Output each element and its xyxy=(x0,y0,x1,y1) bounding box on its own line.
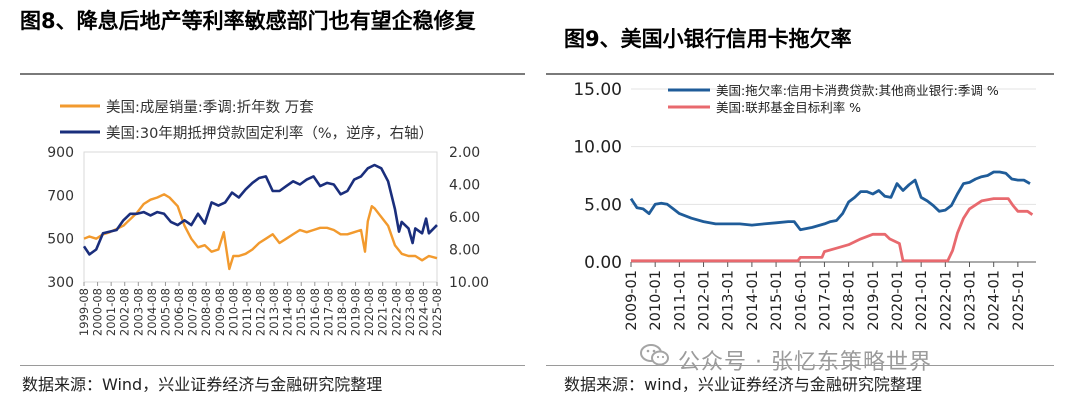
right-source-divider xyxy=(546,365,1054,366)
x-tick-label: 1999-08 xyxy=(77,288,91,336)
right-chart-panel: 图9、美国小银行信用卡拖欠率 15.00 10.00 5.00 0.00 2009-01… xyxy=(540,0,1080,408)
x-tick-label: 2008-08 xyxy=(199,288,213,336)
right-chart-title: 图9、美国小银行信用卡拖欠率 xyxy=(564,27,852,51)
legend-label-delinquency-rate: 美国:拖欠率:信用卡消费贷款:其他商业银行:季调 % xyxy=(716,83,999,98)
x-tick-label: 2014-08 xyxy=(281,288,295,336)
series-line-mortgage-rate xyxy=(82,163,438,256)
x-tick-label: 2021-08 xyxy=(376,288,390,336)
x-tick-label: 2025-08 xyxy=(430,288,444,336)
x-tick-label: 2019-01 xyxy=(866,270,882,331)
x-tick-label: 2015-08 xyxy=(294,288,308,336)
x-tick-label: 2025-01 xyxy=(1011,270,1027,331)
x-tick-label: 2004-08 xyxy=(145,288,159,336)
x-tick-label: 2016-01 xyxy=(793,270,809,331)
left-chart-title: 图8、降息后地产等利率敏感部门也有望企稳修复 xyxy=(20,9,476,33)
x-tick-label: 2012-08 xyxy=(254,288,268,336)
watermark-text: 公众号 · 张忆东策略世界 xyxy=(678,350,932,375)
x-tick-label: 2003-08 xyxy=(131,288,145,336)
x-tick-label: 2009-08 xyxy=(213,288,227,336)
right-y-tick-label: 8.00 xyxy=(449,243,480,259)
y-tick-label: 0.00 xyxy=(584,253,622,273)
y-tick-label: 15.00 xyxy=(573,80,622,100)
x-tick-label: 2015-01 xyxy=(769,270,785,331)
x-tick-label: 2022-08 xyxy=(389,288,403,336)
left-y-tick-label: 500 xyxy=(47,232,74,248)
right-y-tick-label: 6.00 xyxy=(449,210,480,226)
x-tick-label: 2010-08 xyxy=(226,288,240,336)
x-tick-label: 2017-08 xyxy=(321,288,335,336)
legend-label-mortgage-rate: 美国:30年期抵押贷款固定利率（%，逆序，右轴） xyxy=(106,125,433,142)
x-tick-label: 2005-08 xyxy=(158,288,172,336)
legend-label-fed-funds-rate: 美国:联邦基金目标利率 % xyxy=(716,100,861,115)
left-title-divider xyxy=(20,73,525,75)
legend-label-home-sales: 美国:成屋销量:季调:折年数 万套 xyxy=(106,99,314,116)
left-source-note: 数据来源：Wind，兴业证券经济与金融研究院整理 xyxy=(22,375,383,394)
x-tick-label: 2016-08 xyxy=(308,288,322,336)
right-source-note: 数据来源：wind，兴业证券经济与金融研究院整理 xyxy=(564,375,922,394)
left-y-tick-label: 900 xyxy=(47,145,74,161)
x-tick-label: 2002-08 xyxy=(118,288,132,336)
x-tick-label: 2007-08 xyxy=(186,288,200,336)
x-tick-label: 2001-08 xyxy=(104,288,118,336)
left-source-divider xyxy=(20,365,525,366)
x-tick-label: 2000-08 xyxy=(91,288,105,336)
left-chart-panel: 图8、降息后地产等利率敏感部门也有望企稳修复 900 700 500 300 2.00 4… xyxy=(20,9,525,394)
x-tick-label: 2020-01 xyxy=(890,270,906,331)
x-tick-label: 2019-08 xyxy=(349,288,363,336)
x-tick-label: 2018-08 xyxy=(335,288,349,336)
right-y-tick-label: 10.00 xyxy=(449,275,489,291)
x-tick-label: 2010-01 xyxy=(648,270,664,331)
x-tick-label: 2024-01 xyxy=(987,270,1003,331)
series-line-home-sales xyxy=(83,193,438,271)
x-tick-label: 2018-01 xyxy=(842,270,858,331)
x-tick-label: 2014-01 xyxy=(745,270,761,331)
x-tick-label: 2012-01 xyxy=(697,270,713,331)
series-line-fed-funds-rate xyxy=(631,197,1034,263)
x-tick-label: 2020-08 xyxy=(362,288,376,336)
series-line-delinquency-rate xyxy=(629,170,1031,232)
x-tick-label: 2023-08 xyxy=(403,288,417,336)
right-y-tick-label: 4.00 xyxy=(449,178,480,194)
right-title-divider xyxy=(546,73,1054,75)
x-tick-label: 2013-01 xyxy=(721,270,737,331)
y-tick-label: 5.00 xyxy=(584,195,622,215)
x-tick-label: 2011-08 xyxy=(240,288,254,336)
y-tick-label: 10.00 xyxy=(573,138,622,158)
x-tick-label: 2022-01 xyxy=(938,270,954,331)
left-y-tick-label: 300 xyxy=(47,275,74,291)
x-tick-label: 2013-08 xyxy=(267,288,281,336)
x-tick-label: 2006-08 xyxy=(172,288,186,336)
left-y-tick-label: 700 xyxy=(47,188,74,204)
right-y-tick-label: 2.00 xyxy=(449,145,480,161)
x-tick-label: 2023-01 xyxy=(963,270,979,331)
x-tick-label: 2017-01 xyxy=(817,270,833,331)
x-tick-label: 2011-01 xyxy=(672,270,688,331)
left-chart-svg: 900 700 500 300 2.00 4.00 6.00 8.00 10.00 1999-08… xyxy=(47,99,489,336)
x-tick-label: 2024-08 xyxy=(416,288,430,336)
x-tick-label: 2009-01 xyxy=(624,270,640,331)
x-tick-label: 2021-01 xyxy=(914,270,930,331)
wechat-icon xyxy=(640,344,669,366)
